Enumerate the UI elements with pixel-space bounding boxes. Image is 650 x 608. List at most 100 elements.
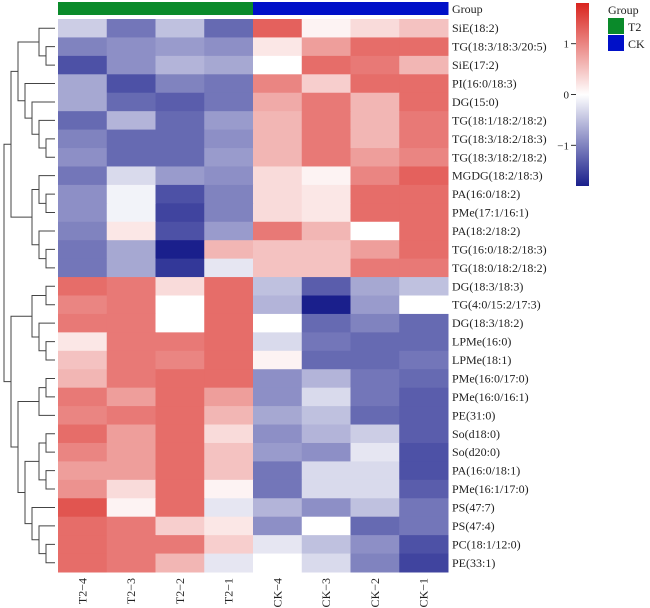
heatmap-cell [253, 553, 303, 573]
heatmap-cell [301, 148, 351, 167]
annotation-cell [301, 2, 351, 15]
row-label: So(d20:0) [452, 445, 500, 459]
heatmap-cell [399, 37, 449, 57]
heatmap-cell [350, 313, 400, 333]
heatmap-cell [350, 240, 400, 260]
heatmap-cell [155, 313, 205, 333]
heatmap-cell [301, 461, 351, 481]
column-label: CK−3 [319, 578, 333, 607]
heatmap-cell [204, 295, 254, 315]
heatmap-cell [106, 221, 156, 241]
row-label: PS(47:7) [452, 500, 495, 514]
heatmap-cell [58, 553, 108, 573]
heatmap-cell [106, 406, 156, 426]
heatmap-cells [58, 19, 449, 573]
heatmap-cell [155, 37, 205, 57]
heatmap-cell [106, 332, 156, 352]
column-label: T2−3 [124, 578, 138, 604]
heatmap-cell [399, 479, 449, 499]
heatmap-cell [399, 129, 449, 149]
heatmap-cell [204, 332, 254, 352]
row-label: DG(18:3/18:2) [452, 316, 523, 330]
heatmap-cell [399, 387, 449, 407]
heatmap-cell [350, 479, 400, 499]
heatmap-cell [204, 553, 254, 573]
row-label: DG(18:3/18:3) [452, 279, 523, 293]
heatmap-cell [399, 461, 449, 481]
heatmap-cell [301, 442, 351, 462]
heatmap-cell [253, 148, 303, 167]
heatmap-cell [155, 295, 205, 315]
heatmap-cell [106, 369, 156, 389]
heatmap-cell [253, 350, 303, 370]
dendrogram-branch [45, 193, 55, 214]
heatmap-cell [253, 479, 303, 499]
heatmap-cell [350, 129, 400, 149]
dendrogram-branch [45, 248, 55, 269]
column-label: CK−1 [417, 578, 431, 607]
dendrogram-branch [45, 285, 55, 306]
heatmap-cell [58, 203, 108, 223]
row-label: PA(16:0/18:2) [452, 187, 520, 201]
heatmap-cell [253, 19, 303, 38]
group-annotation-label: Group [452, 2, 483, 16]
annotation-cell [155, 2, 205, 15]
heatmap-cell [106, 277, 156, 296]
heatmap-cell [106, 166, 156, 186]
heatmap-cell [58, 350, 108, 370]
annotation-cell [399, 2, 449, 15]
heatmap-cell [301, 498, 351, 518]
heatmap-cell [204, 37, 254, 57]
heatmap-cell [58, 369, 108, 389]
heatmap-cell [301, 350, 351, 370]
heatmap-cell [350, 406, 400, 426]
heatmap-cell [155, 479, 205, 499]
row-label: LPMe(18:1) [452, 353, 511, 367]
heatmap-cell [350, 203, 400, 223]
heatmap-cell [399, 535, 449, 555]
heatmap-cell [58, 221, 108, 241]
row-label: SiE(18:2) [452, 21, 499, 35]
heatmap-cell [106, 258, 156, 278]
dendrogram-branch [17, 41, 39, 102]
heatmap-cell [399, 332, 449, 352]
heatmap-cell [155, 553, 205, 573]
heatmap-cell [58, 442, 108, 462]
heatmap-cell [253, 111, 303, 131]
heatmap-cell [204, 406, 254, 426]
heatmap-cell [155, 461, 205, 481]
heatmap-cell [204, 535, 254, 555]
row-label: PMe(16:1/17:0) [452, 482, 529, 496]
row-label: PS(47:4) [452, 519, 495, 533]
heatmap-cell [350, 92, 400, 112]
heatmap-cell [253, 74, 303, 94]
heatmap-cell [155, 535, 205, 555]
heatmap-cell [399, 350, 449, 370]
heatmap-cell [301, 111, 351, 131]
heatmap-cell [204, 19, 254, 38]
dendrogram-branch [31, 101, 55, 135]
heatmap-cell [58, 74, 108, 94]
heatmap-cell [253, 129, 303, 149]
heatmap-cell [350, 111, 400, 131]
dendrogram-branch [38, 442, 46, 481]
heatmap-cell [301, 406, 351, 426]
heatmap-cell [106, 55, 156, 75]
column-label: CK−4 [270, 578, 284, 607]
heatmap-cell [301, 516, 351, 536]
heatmap-cell [106, 19, 156, 38]
heatmap-cell [204, 55, 254, 75]
heatmap-cell [301, 424, 351, 444]
heatmap-cell [155, 258, 205, 278]
heatmap-cell [350, 442, 400, 462]
heatmap-cell [106, 74, 156, 94]
heatmap-cell [253, 332, 303, 352]
annotation-cell [106, 2, 156, 15]
heatmap-cell [399, 148, 449, 167]
group-legend-swatch [608, 35, 624, 51]
row-label: PA(18:2/18:2) [452, 224, 520, 238]
heatmap-cell [301, 369, 351, 389]
dendrogram-branch [45, 46, 55, 66]
heatmap-cell [350, 19, 400, 38]
